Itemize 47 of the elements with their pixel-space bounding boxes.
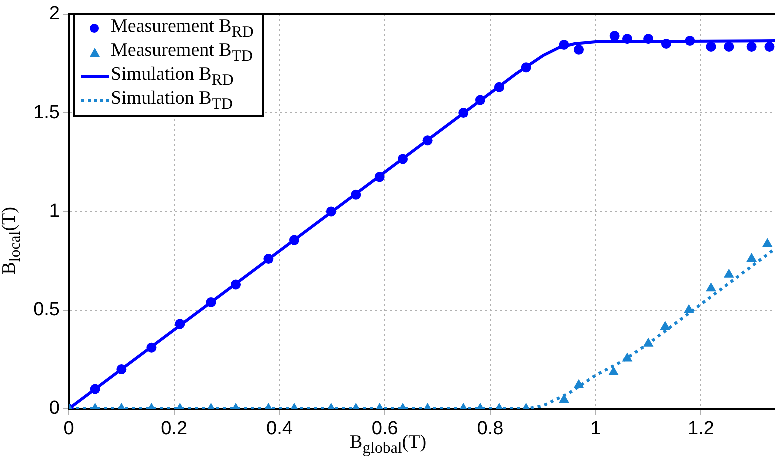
point — [422, 136, 433, 146]
point — [398, 154, 408, 164]
legend-label: Measurement B$_{TD}$ — [111, 40, 253, 66]
point — [622, 34, 632, 44]
point — [608, 366, 619, 376]
legend-label: Simulation B$_{RD}$ — [111, 64, 234, 90]
y-tick-label: 0 — [49, 398, 60, 420]
point — [684, 304, 694, 314]
point — [746, 253, 758, 262]
point — [374, 172, 385, 182]
point — [660, 321, 671, 330]
point — [458, 108, 469, 118]
point — [706, 42, 716, 52]
point — [724, 42, 734, 52]
point — [494, 82, 504, 92]
legend-label: Simulation B$_{TD}$ — [111, 88, 233, 114]
point — [724, 268, 734, 278]
x-tick-label: 0.4 — [266, 418, 294, 440]
legend-label: Measurement B$_{RD}$ — [111, 16, 254, 42]
point — [521, 62, 532, 73]
point — [644, 34, 654, 44]
point — [559, 40, 570, 50]
x-tick-label: 1 — [590, 418, 602, 440]
point — [762, 238, 773, 248]
point — [685, 36, 696, 46]
x-tick-label: 0.8 — [477, 418, 504, 440]
point — [475, 95, 486, 106]
point — [326, 206, 336, 217]
point — [661, 38, 672, 49]
point — [610, 31, 620, 42]
point — [574, 379, 584, 388]
point — [559, 394, 570, 404]
point — [351, 190, 362, 200]
x-tick-label: 0 — [64, 418, 74, 440]
point — [643, 338, 654, 347]
x-tick-label: 0.2 — [161, 418, 188, 440]
x-tick-label: 1.2 — [688, 418, 714, 440]
y-tick-label: 1 — [49, 200, 60, 222]
point — [622, 352, 633, 362]
point — [706, 282, 716, 292]
y-tick-label: 2 — [49, 4, 60, 25]
point — [764, 42, 775, 52]
y-tick-label: 1.5 — [34, 102, 60, 124]
y-tick-label: 0.5 — [34, 300, 60, 321]
point — [746, 42, 757, 52]
point — [290, 235, 300, 246]
point — [574, 44, 584, 55]
